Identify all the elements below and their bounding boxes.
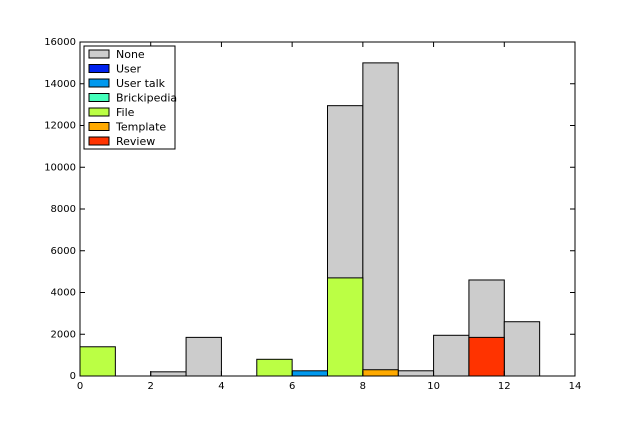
bar [327, 277, 364, 377]
legend-label: None [116, 48, 145, 61]
bar [397, 370, 435, 377]
legend-label: Template [115, 121, 166, 134]
legend-label: Brickipedia [116, 92, 177, 105]
bar [362, 62, 399, 377]
bar [362, 369, 399, 377]
bar [185, 336, 222, 377]
y-tick-label: 10000 [44, 162, 76, 173]
x-tick-label: 14 [569, 381, 582, 392]
legend-swatch [88, 64, 110, 73]
legend-swatch [88, 122, 110, 131]
legend-swatch [88, 49, 110, 59]
legend-swatch [88, 93, 110, 102]
legend-label: File [116, 106, 135, 119]
legend-swatch [88, 107, 110, 117]
x-tick-label: 4 [218, 381, 224, 392]
bar [468, 336, 505, 377]
legend-swatch [88, 136, 110, 146]
legend-label: User talk [116, 77, 166, 90]
y-tick-label: 12000 [44, 121, 76, 132]
y-tick-label: 2000 [51, 329, 76, 340]
bar [503, 321, 541, 377]
y-tick-label: 8000 [51, 204, 76, 215]
y-tick-label: 0 [70, 371, 76, 382]
bar [433, 334, 470, 377]
bar [150, 371, 187, 377]
x-tick-label: 12 [498, 381, 511, 392]
bar [256, 358, 293, 377]
x-tick-label: 6 [289, 381, 295, 392]
legend-label: User [116, 63, 142, 76]
legend-swatch [88, 78, 110, 88]
y-tick-label: 6000 [51, 246, 76, 257]
legend-label: Review [116, 135, 155, 148]
y-tick-label: 4000 [51, 288, 76, 299]
y-tick-label: 14000 [44, 79, 76, 90]
bar [79, 346, 116, 377]
y-tick-label: 16000 [44, 37, 76, 48]
x-tick-label: 2 [148, 381, 154, 392]
x-tick-label: 8 [360, 381, 366, 392]
bar [291, 370, 328, 377]
x-tick-label: 0 [77, 381, 83, 392]
x-tick-label: 10 [427, 381, 440, 392]
